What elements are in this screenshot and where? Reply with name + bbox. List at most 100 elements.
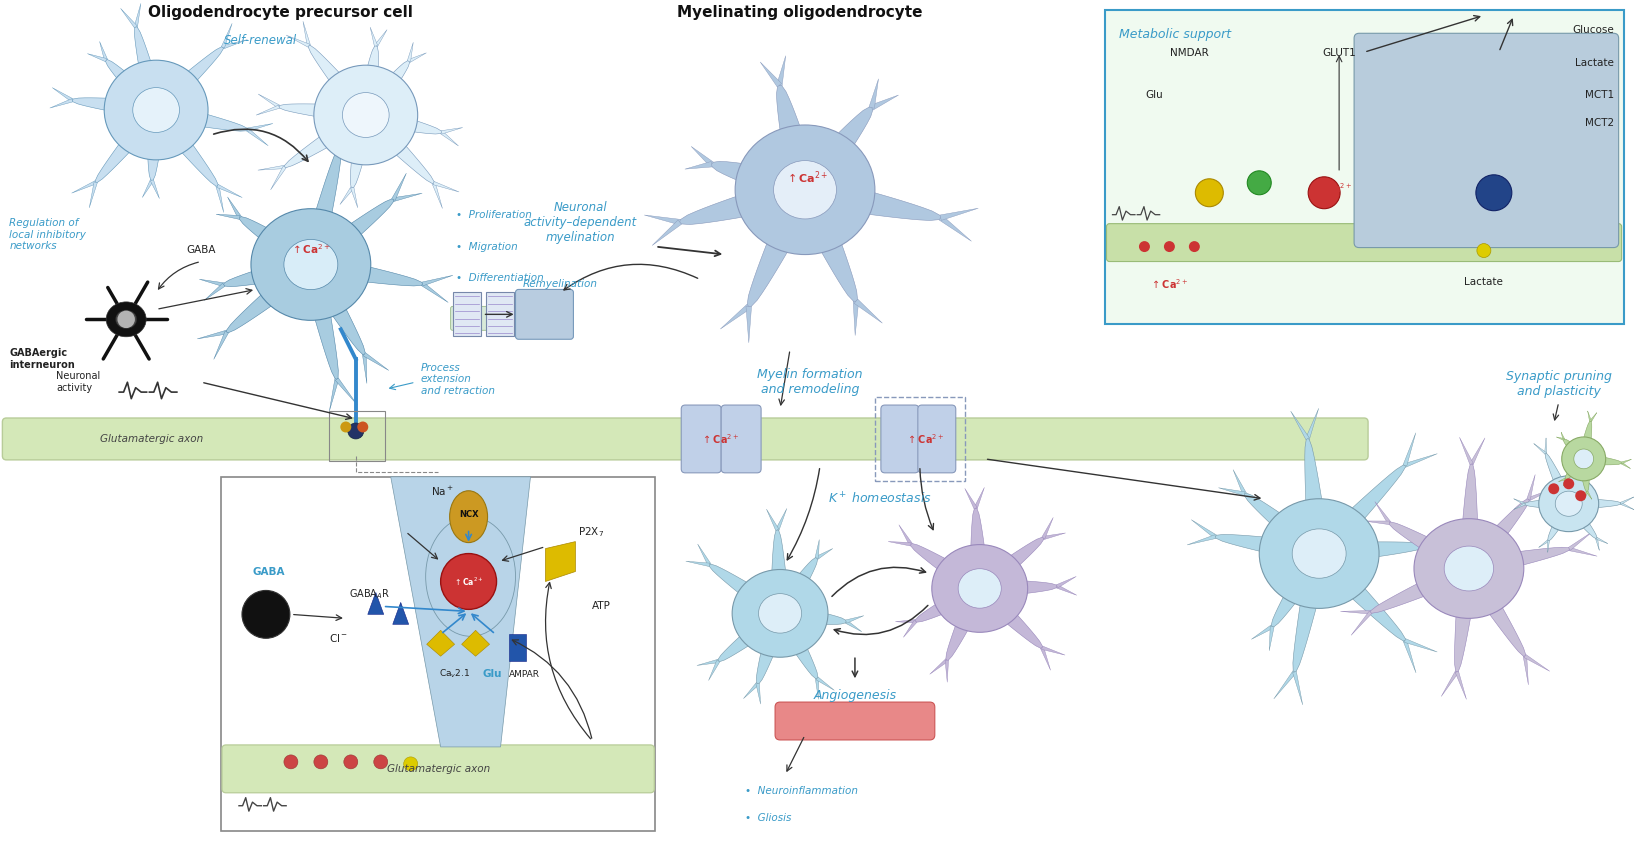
Polygon shape xyxy=(1269,626,1274,651)
Polygon shape xyxy=(52,88,74,102)
Text: Process
extension
and retraction: Process extension and retraction xyxy=(421,363,495,396)
Polygon shape xyxy=(1057,585,1076,595)
Text: •  Migration: • Migration xyxy=(455,241,518,252)
Polygon shape xyxy=(1587,411,1592,421)
Polygon shape xyxy=(223,254,313,287)
FancyBboxPatch shape xyxy=(917,405,955,473)
Polygon shape xyxy=(1586,491,1592,500)
Text: Ca$_v$2.1: Ca$_v$2.1 xyxy=(439,668,470,680)
Ellipse shape xyxy=(251,208,370,321)
Polygon shape xyxy=(247,123,274,132)
Polygon shape xyxy=(1584,491,1587,500)
Polygon shape xyxy=(696,659,719,665)
Circle shape xyxy=(1247,170,1271,195)
Circle shape xyxy=(357,421,369,432)
Text: NMDAR: NMDAR xyxy=(1170,48,1209,58)
Polygon shape xyxy=(283,107,370,168)
Ellipse shape xyxy=(1538,476,1599,532)
Ellipse shape xyxy=(1445,546,1494,591)
Ellipse shape xyxy=(133,88,180,133)
Polygon shape xyxy=(393,193,423,202)
Circle shape xyxy=(283,755,298,769)
Polygon shape xyxy=(223,40,247,49)
Polygon shape xyxy=(1538,539,1550,548)
Polygon shape xyxy=(776,84,821,193)
Polygon shape xyxy=(709,564,786,621)
Text: K$^+$ homeostasis: K$^+$ homeostasis xyxy=(827,491,932,506)
Polygon shape xyxy=(336,378,357,405)
Circle shape xyxy=(373,755,388,769)
Polygon shape xyxy=(339,122,362,149)
Polygon shape xyxy=(973,537,1043,596)
Polygon shape xyxy=(462,630,490,657)
Polygon shape xyxy=(1622,462,1630,468)
Polygon shape xyxy=(771,609,817,679)
Polygon shape xyxy=(1374,501,1391,524)
Polygon shape xyxy=(1305,439,1330,555)
Polygon shape xyxy=(1040,647,1050,670)
Polygon shape xyxy=(760,62,781,87)
Polygon shape xyxy=(744,683,758,699)
Text: Na$^+$: Na$^+$ xyxy=(431,485,454,498)
Polygon shape xyxy=(1292,551,1330,673)
Polygon shape xyxy=(940,208,978,220)
Polygon shape xyxy=(308,45,373,121)
Polygon shape xyxy=(1404,640,1415,673)
Polygon shape xyxy=(134,3,141,27)
Polygon shape xyxy=(904,620,917,637)
FancyBboxPatch shape xyxy=(485,292,514,336)
Polygon shape xyxy=(1291,411,1309,440)
Polygon shape xyxy=(228,197,241,219)
Polygon shape xyxy=(803,175,942,220)
FancyBboxPatch shape xyxy=(450,306,516,330)
Polygon shape xyxy=(1042,517,1053,538)
Polygon shape xyxy=(945,584,988,661)
Polygon shape xyxy=(980,579,1057,598)
Polygon shape xyxy=(680,175,809,225)
Circle shape xyxy=(1189,241,1201,252)
Polygon shape xyxy=(767,509,778,531)
Circle shape xyxy=(347,423,364,439)
Polygon shape xyxy=(259,94,280,108)
Polygon shape xyxy=(1620,502,1635,510)
Polygon shape xyxy=(72,181,97,193)
Polygon shape xyxy=(216,186,224,213)
Polygon shape xyxy=(370,27,378,46)
Polygon shape xyxy=(1523,656,1528,684)
Polygon shape xyxy=(216,214,241,219)
Polygon shape xyxy=(432,181,459,192)
Polygon shape xyxy=(1563,468,1582,506)
Circle shape xyxy=(242,591,290,638)
Polygon shape xyxy=(1274,671,1296,699)
Polygon shape xyxy=(1233,469,1247,495)
Polygon shape xyxy=(287,35,310,47)
Ellipse shape xyxy=(1561,437,1605,481)
Text: •  Differentiation: • Differentiation xyxy=(455,273,544,284)
Polygon shape xyxy=(1188,535,1215,545)
Polygon shape xyxy=(1523,654,1550,671)
Text: Glu: Glu xyxy=(1145,90,1163,100)
Polygon shape xyxy=(1251,625,1273,639)
Polygon shape xyxy=(310,254,423,286)
Polygon shape xyxy=(1043,533,1066,539)
Polygon shape xyxy=(721,305,750,329)
Polygon shape xyxy=(441,127,462,134)
Polygon shape xyxy=(134,27,165,112)
Polygon shape xyxy=(391,477,531,747)
Polygon shape xyxy=(151,180,159,198)
Polygon shape xyxy=(1305,408,1319,440)
Circle shape xyxy=(1196,179,1224,207)
Polygon shape xyxy=(1514,503,1525,510)
Polygon shape xyxy=(121,8,138,28)
Polygon shape xyxy=(685,161,713,169)
Text: •  Gliosis: • Gliosis xyxy=(745,813,791,823)
Polygon shape xyxy=(1564,500,1597,538)
Ellipse shape xyxy=(105,60,208,160)
Polygon shape xyxy=(1340,610,1371,614)
Text: NCX: NCX xyxy=(459,510,478,519)
Text: P2X$_7$: P2X$_7$ xyxy=(578,525,604,538)
Text: GABA: GABA xyxy=(252,566,285,576)
Polygon shape xyxy=(359,61,410,121)
Polygon shape xyxy=(793,106,873,199)
Polygon shape xyxy=(1579,421,1592,460)
